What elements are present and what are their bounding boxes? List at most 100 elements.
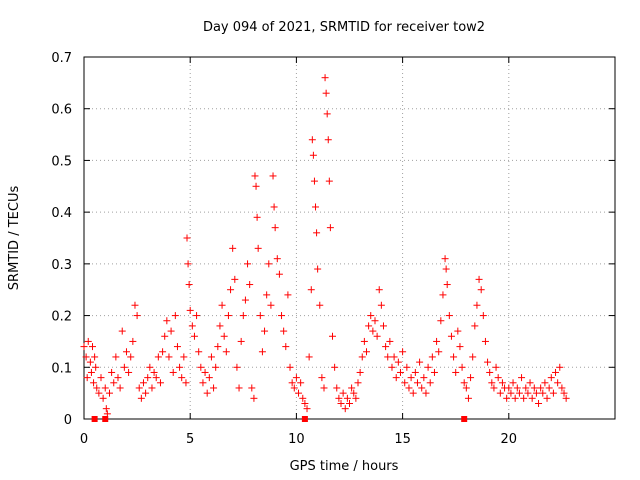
data-point bbox=[118, 327, 126, 335]
data-point bbox=[203, 389, 211, 397]
data-point bbox=[365, 322, 373, 330]
data-point bbox=[371, 317, 379, 325]
data-point bbox=[475, 275, 483, 283]
data-point bbox=[324, 136, 332, 144]
data-point bbox=[80, 343, 88, 351]
data-point bbox=[433, 337, 441, 345]
zero-value-marker bbox=[301, 416, 308, 422]
data-point bbox=[220, 332, 228, 340]
data-point bbox=[547, 374, 555, 382]
data-point bbox=[454, 327, 462, 335]
data-point bbox=[233, 363, 241, 371]
data-point bbox=[105, 389, 113, 397]
data-point bbox=[314, 265, 322, 273]
data-point bbox=[261, 327, 269, 335]
y-tick-label: 0.2 bbox=[51, 310, 72, 325]
data-point bbox=[239, 312, 247, 320]
data-point bbox=[248, 384, 256, 392]
data-point bbox=[420, 374, 428, 382]
chart-title: Day 094 of 2021, SRMTID for receiver tow… bbox=[203, 20, 485, 35]
data-point bbox=[237, 337, 245, 345]
data-point bbox=[337, 399, 345, 407]
data-point bbox=[386, 337, 394, 345]
data-point bbox=[326, 224, 334, 232]
data-point bbox=[135, 384, 143, 392]
data-point bbox=[214, 343, 222, 351]
data-point bbox=[173, 343, 181, 351]
data-point bbox=[441, 255, 449, 263]
data-point bbox=[541, 379, 549, 387]
data-point bbox=[299, 394, 307, 402]
data-point bbox=[282, 343, 290, 351]
data-point bbox=[382, 343, 390, 351]
data-point bbox=[339, 389, 347, 397]
data-point bbox=[84, 337, 92, 345]
data-point bbox=[90, 379, 98, 387]
data-point bbox=[250, 394, 258, 402]
data-point bbox=[188, 322, 196, 330]
data-point bbox=[87, 368, 95, 376]
zero-value-marker bbox=[91, 416, 98, 422]
data-point bbox=[101, 384, 109, 392]
data-point bbox=[486, 368, 494, 376]
data-point bbox=[216, 322, 224, 330]
data-point bbox=[292, 374, 300, 382]
data-point bbox=[447, 332, 455, 340]
data-point bbox=[562, 394, 570, 402]
data-point bbox=[146, 363, 154, 371]
data-point bbox=[515, 389, 523, 397]
data-point bbox=[407, 374, 415, 382]
y-axis-label: SRMTID / TECUs bbox=[7, 186, 22, 291]
data-point bbox=[229, 244, 237, 252]
data-point bbox=[518, 374, 526, 382]
data-point bbox=[358, 353, 366, 361]
data-point bbox=[426, 379, 434, 387]
data-point bbox=[437, 317, 445, 325]
y-tick-label: 0.1 bbox=[51, 361, 72, 376]
y-tick-label: 0.6 bbox=[51, 103, 72, 118]
data-point bbox=[290, 384, 298, 392]
data-point bbox=[116, 384, 124, 392]
data-point bbox=[530, 384, 538, 392]
data-point bbox=[263, 291, 271, 299]
data-point bbox=[218, 301, 226, 309]
data-point bbox=[473, 301, 481, 309]
data-point bbox=[144, 374, 152, 382]
data-point bbox=[269, 172, 277, 180]
y-axis-ticks: 0 0.1 0.2 0.3 0.4 0.5 0.6 0.7 bbox=[51, 51, 615, 428]
data-point bbox=[251, 172, 259, 180]
data-point bbox=[303, 405, 311, 413]
data-point bbox=[88, 343, 96, 351]
y-tick-label: 0.7 bbox=[51, 51, 72, 66]
data-point bbox=[159, 348, 167, 356]
data-point bbox=[460, 379, 468, 387]
data-point bbox=[212, 363, 220, 371]
data-point bbox=[456, 343, 464, 351]
data-point bbox=[545, 384, 553, 392]
data-point bbox=[549, 389, 557, 397]
data-point bbox=[443, 281, 451, 289]
data-point bbox=[494, 374, 502, 382]
data-point bbox=[186, 306, 194, 314]
data-point bbox=[481, 337, 489, 345]
data-point bbox=[477, 286, 485, 294]
data-point bbox=[241, 296, 249, 304]
data-point bbox=[256, 312, 264, 320]
data-point bbox=[479, 312, 487, 320]
data-point bbox=[131, 301, 139, 309]
data-point bbox=[513, 384, 521, 392]
data-point bbox=[112, 353, 120, 361]
data-point bbox=[405, 384, 413, 392]
data-point bbox=[329, 332, 337, 340]
data-point bbox=[184, 260, 192, 268]
data-point bbox=[199, 379, 207, 387]
data-point bbox=[91, 353, 99, 361]
data-point bbox=[320, 384, 328, 392]
data-point bbox=[520, 394, 528, 402]
data-point bbox=[450, 353, 458, 361]
data-point bbox=[254, 244, 262, 252]
data-point bbox=[390, 353, 398, 361]
x-axis-label: GPS time / hours bbox=[290, 459, 399, 474]
data-point bbox=[280, 327, 288, 335]
data-point bbox=[394, 358, 402, 366]
